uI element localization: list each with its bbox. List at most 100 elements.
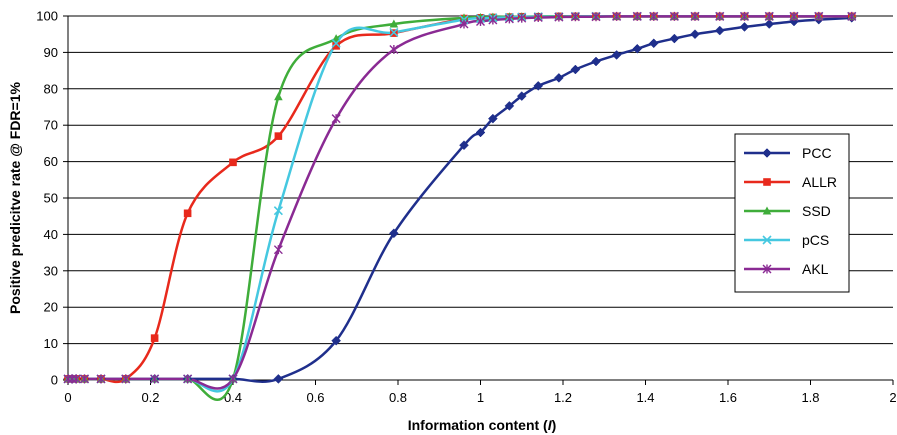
legend-label: AKL	[802, 261, 829, 277]
y-tick-label: 30	[44, 263, 58, 278]
data-point-pcc	[331, 335, 341, 346]
data-point-allr	[229, 158, 237, 167]
data-point-pcc	[632, 43, 643, 54]
y-tick-label: 20	[44, 300, 58, 315]
data-point-pcc	[690, 29, 700, 40]
data-point-pcc	[389, 228, 399, 239]
legend-item-ssd: SSD	[744, 203, 831, 219]
data-point-ssd	[274, 92, 283, 101]
data-point-akl	[517, 13, 527, 23]
legend-swatch-marker	[763, 178, 771, 186]
legend-items: PCC ALLR SSD pCS AKL	[744, 145, 837, 277]
data-point-pcs	[331, 38, 341, 48]
data-point-akl	[740, 11, 749, 21]
x-tick-label: 0.6	[306, 390, 324, 405]
data-point-ssd	[459, 13, 469, 22]
legend-swatch-marker	[762, 264, 772, 274]
legend-swatch-marker	[762, 148, 772, 158]
data-point-allr	[274, 132, 283, 140]
data-point-akl	[504, 14, 514, 24]
data-point-allr	[332, 42, 340, 50]
x-tick-labels: 0 0.2 0.4 0.6 0.8 1 1.2 1.4 1.6 1.8 2	[64, 390, 896, 405]
data-point-akl	[554, 12, 564, 22]
data-point-pcc	[764, 19, 775, 29]
data-point-pcs	[273, 206, 283, 216]
y-tick-labels: 0 10 20 30 40 50 60 70 80 90 100	[36, 9, 58, 388]
legend-item-allr: ALLR	[744, 174, 837, 190]
data-point-akl	[389, 44, 399, 54]
y-tick-label: 0	[51, 373, 58, 388]
legend-label: PCC	[802, 145, 832, 161]
x-tick-label: 1	[477, 390, 484, 405]
y-tick-label: 100	[36, 9, 58, 24]
y-axis-title: Positive predicitve rate @ FDR=1%	[7, 81, 23, 313]
legend-item-akl: AKL	[744, 261, 829, 277]
y-tick-label: 90	[44, 45, 58, 60]
data-point-pcc	[459, 140, 469, 151]
grid-lines	[68, 15, 893, 381]
data-point-pcc	[611, 50, 622, 60]
series-line-pcc	[66, 16, 853, 383]
data-point-pcc	[554, 73, 564, 83]
x-tick-label: 2	[889, 390, 896, 405]
data-point-pcs	[389, 27, 399, 37]
data-point-akl	[591, 12, 601, 22]
data-point-akl	[67, 374, 77, 384]
data-point-pcc	[533, 81, 544, 91]
y-tick-label: 60	[44, 154, 58, 169]
data-point-akl	[476, 16, 485, 26]
x-axis-title-italic: I	[548, 417, 553, 433]
axes	[63, 15, 894, 385]
legend: PCC ALLR SSD pCS AKL	[734, 133, 850, 293]
x-tick-label: 1.4	[636, 390, 654, 405]
data-point-akl	[63, 374, 73, 384]
data-point-pcc	[570, 64, 581, 75]
data-point-akl	[71, 374, 81, 384]
data-point-akl	[488, 15, 498, 25]
x-tick-label: 1.8	[801, 390, 819, 405]
series-line-ssd	[66, 15, 853, 401]
y-tick-label: 70	[44, 118, 58, 133]
data-point-akl	[764, 11, 774, 21]
series-line-akl	[66, 15, 853, 390]
data-point-pcc	[739, 22, 750, 32]
data-point-pcc	[488, 113, 498, 124]
series-line-allr	[66, 15, 853, 384]
y-tick-label: 40	[44, 227, 58, 242]
data-point-pcc	[475, 127, 486, 138]
legend-swatch-marker	[762, 235, 772, 245]
legend-label: SSD	[802, 203, 831, 219]
y-tick-label: 10	[44, 336, 58, 351]
data-point-akl	[847, 11, 857, 21]
data-point-pcc	[669, 33, 680, 44]
x-tick-label: 1.2	[554, 390, 572, 405]
data-point-allr	[183, 209, 192, 218]
data-point-akl	[669, 11, 679, 21]
series-markers	[63, 11, 857, 384]
data-point-pcc	[516, 91, 527, 101]
legend-label: pCS	[802, 232, 829, 248]
data-point-allr	[150, 334, 159, 342]
legend-item-pcc: PCC	[744, 145, 832, 161]
x-tick-label: 1.6	[719, 390, 737, 405]
x-tick-label: 0.4	[224, 390, 242, 405]
data-point-ssd	[389, 19, 399, 28]
x-axis-title-close: )	[552, 417, 557, 433]
x-tick-label: 0.2	[141, 390, 159, 405]
series-line-pcs	[66, 15, 853, 393]
y-tick-label: 50	[44, 191, 58, 206]
data-point-akl	[533, 12, 543, 22]
data-point-akl	[690, 11, 700, 21]
data-point-pcc	[591, 56, 601, 67]
data-point-akl	[459, 19, 469, 29]
legend-item-pcs: pCS	[744, 232, 829, 248]
legend-label: ALLR	[802, 174, 837, 190]
data-point-akl	[150, 374, 160, 384]
data-point-pcc	[648, 38, 659, 49]
data-point-akl	[715, 11, 725, 21]
series-lines	[66, 15, 853, 401]
data-point-akl	[331, 114, 341, 124]
data-point-akl	[121, 374, 131, 384]
data-point-akl	[273, 245, 283, 255]
